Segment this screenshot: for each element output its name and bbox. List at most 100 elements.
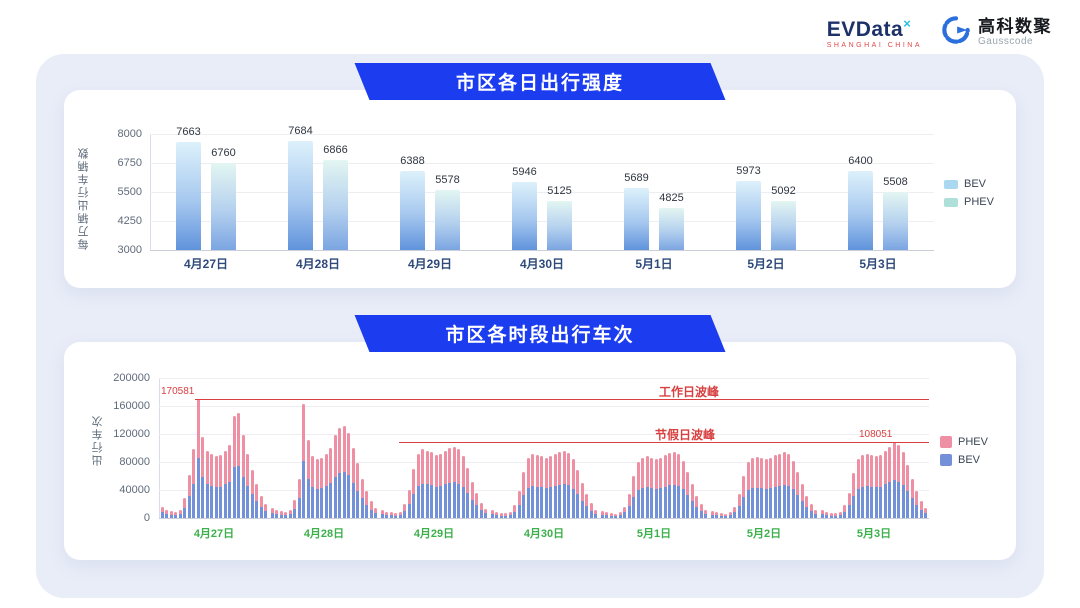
hour-bar xyxy=(778,453,782,518)
hour-bar xyxy=(645,456,649,518)
legend-item-phev[interactable]: PHEV xyxy=(944,196,994,208)
hour-bar xyxy=(165,509,169,518)
hour-bar xyxy=(183,498,187,518)
y-tick-label: 40000 xyxy=(119,484,150,496)
day-group xyxy=(709,378,819,518)
phev-segment xyxy=(773,455,777,487)
phev-segment xyxy=(535,455,539,487)
bev-bar: 5973 xyxy=(736,165,761,250)
phev-segment xyxy=(897,445,901,482)
phev-segment xyxy=(452,446,456,483)
hour-bar xyxy=(219,455,223,518)
bev-segment xyxy=(695,506,699,518)
hour-bar xyxy=(585,494,589,518)
hour-bar xyxy=(814,509,818,518)
phev-segment xyxy=(356,463,360,491)
bev-segment xyxy=(484,513,488,518)
phev-segment xyxy=(825,511,829,515)
hour-bar xyxy=(719,513,723,518)
bar-value-label: 5125 xyxy=(547,184,572,197)
bev-segment xyxy=(820,514,824,518)
bev-segment xyxy=(681,489,685,518)
phev-segment xyxy=(374,507,378,513)
hour-bar xyxy=(407,490,411,518)
legend-item-bev[interactable]: BEV xyxy=(940,454,988,466)
phev-segment xyxy=(228,445,232,482)
hour-bar xyxy=(279,511,283,518)
hour-bar xyxy=(838,511,842,518)
bev-segment xyxy=(169,514,173,518)
phev-segment xyxy=(636,462,640,490)
phev-segment xyxy=(461,456,465,488)
hour-bar xyxy=(681,460,685,518)
phev-segment xyxy=(892,442,896,481)
hour-bar xyxy=(264,504,268,518)
hour-bar xyxy=(329,448,333,518)
phev-segment xyxy=(232,415,236,467)
phev-segment xyxy=(380,509,384,514)
bev-segment xyxy=(544,487,548,518)
bar-value-label: 6400 xyxy=(848,155,873,168)
gridline xyxy=(159,406,929,407)
bev-segment xyxy=(210,485,214,518)
phev-segment xyxy=(421,449,425,484)
phev-segment xyxy=(746,462,750,490)
bev-segment xyxy=(906,491,910,518)
bev-segment xyxy=(412,493,416,518)
bev-segment xyxy=(360,498,364,518)
phev-segment xyxy=(398,511,402,515)
phev-segment xyxy=(279,511,283,515)
y-tick-label: 3000 xyxy=(117,244,142,256)
phev-segment xyxy=(517,491,521,505)
phev-segment xyxy=(870,455,874,487)
hour-bar xyxy=(553,453,557,518)
bev-segment xyxy=(398,514,402,518)
hour-bar xyxy=(531,453,535,518)
hour-bar xyxy=(576,470,580,518)
bev-segment xyxy=(847,505,851,518)
y-axis: 3000 4250 5500 6750 8000 xyxy=(94,128,142,256)
bev-segment xyxy=(623,512,627,518)
bev-segment xyxy=(499,515,503,518)
bev-segment xyxy=(915,504,919,518)
bev-segment xyxy=(636,490,640,518)
hour-bar xyxy=(618,512,622,518)
hour-bar xyxy=(430,452,434,518)
gausscode-subtitle: Gausscode xyxy=(978,36,1034,48)
bev-segment xyxy=(892,480,896,518)
bar-value-label: 6866 xyxy=(323,144,348,157)
legend-item-phev[interactable]: PHEV xyxy=(940,436,988,448)
hour-bar xyxy=(452,446,456,518)
bev-segment xyxy=(351,483,355,518)
bev-segment xyxy=(594,513,598,518)
bev-segment xyxy=(394,515,398,518)
hour-bar xyxy=(448,448,452,518)
phev-segment xyxy=(769,457,773,488)
hour-bar xyxy=(535,455,539,518)
bev-segment xyxy=(654,488,658,518)
phev-segment xyxy=(549,456,553,488)
phev-segment xyxy=(259,495,263,507)
hour-bar xyxy=(672,451,676,518)
phev-segment xyxy=(490,510,494,515)
phev-segment xyxy=(874,456,878,488)
phev-segment xyxy=(906,464,910,492)
bev-segment xyxy=(650,487,654,518)
legend-item-bev[interactable]: BEV xyxy=(944,178,994,190)
bev-segment xyxy=(800,501,804,518)
hour-bar xyxy=(782,452,786,518)
bev-segment xyxy=(461,487,465,518)
bev-segment xyxy=(787,486,791,518)
bev-segment xyxy=(490,514,494,518)
phev-segment xyxy=(605,512,609,516)
gausscode-logo: 高科数聚 Gausscode xyxy=(942,16,1052,49)
phev-segment xyxy=(302,403,306,461)
phev-segment xyxy=(654,459,658,489)
phev-segment xyxy=(495,511,499,515)
bev-segment xyxy=(724,515,728,518)
bev-segment xyxy=(571,488,575,518)
x-axis-label: 4月28日 xyxy=(295,257,341,271)
phev-segment xyxy=(311,456,315,488)
hour-bar xyxy=(627,494,631,518)
phev-segment xyxy=(320,457,324,488)
